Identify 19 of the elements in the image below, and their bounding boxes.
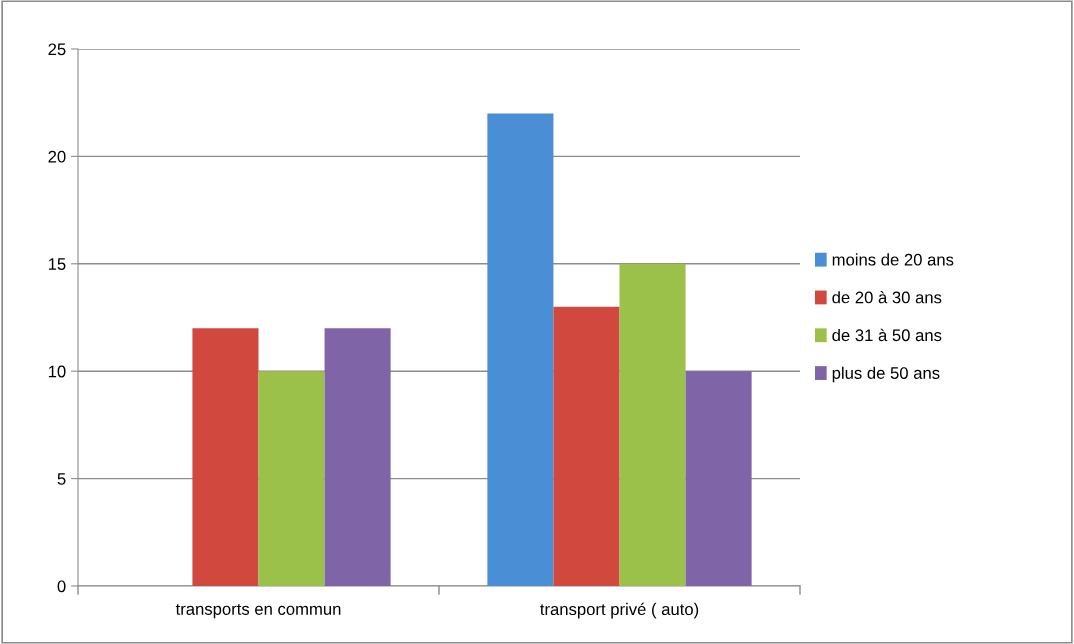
bar (685, 371, 752, 586)
bar (487, 113, 554, 586)
legend-label: moins de 20 ans (832, 253, 954, 266)
y-tick-label: 25 (48, 43, 66, 56)
y-tick-label: 0 (57, 580, 66, 593)
y-tick-label: 20 (48, 150, 66, 163)
legend-label: de 20 à 30 ans (832, 290, 942, 304)
legend-label: de 31 à 50 ans (832, 328, 942, 342)
x-tick-label: transports en commun (175, 603, 341, 619)
bar (553, 306, 620, 586)
bar (258, 371, 325, 586)
y-tick-label: 15 (48, 258, 66, 270)
bar (619, 263, 686, 586)
x-tick-label: transport privé ( auto) (540, 602, 699, 619)
bar (324, 328, 391, 586)
bar (192, 328, 259, 586)
y-tick-label: 5 (57, 473, 66, 485)
y-tick-label: 10 (48, 365, 66, 378)
legend-label: plus de 50 ans (832, 366, 940, 383)
